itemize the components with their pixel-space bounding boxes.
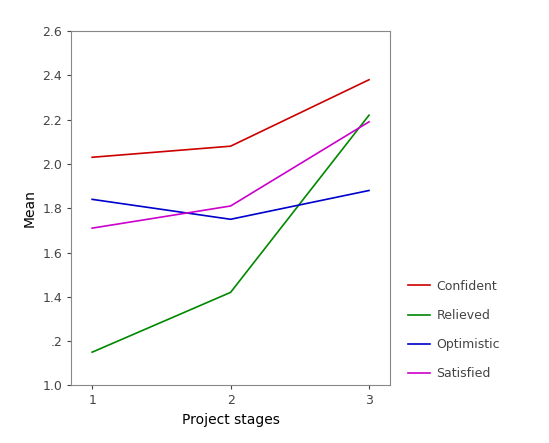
Y-axis label: Mean: Mean	[23, 189, 37, 227]
X-axis label: Project stages: Project stages	[182, 413, 279, 427]
Legend: Confident, Relieved, Optimistic, Satisfied: Confident, Relieved, Optimistic, Satisfi…	[402, 275, 505, 385]
